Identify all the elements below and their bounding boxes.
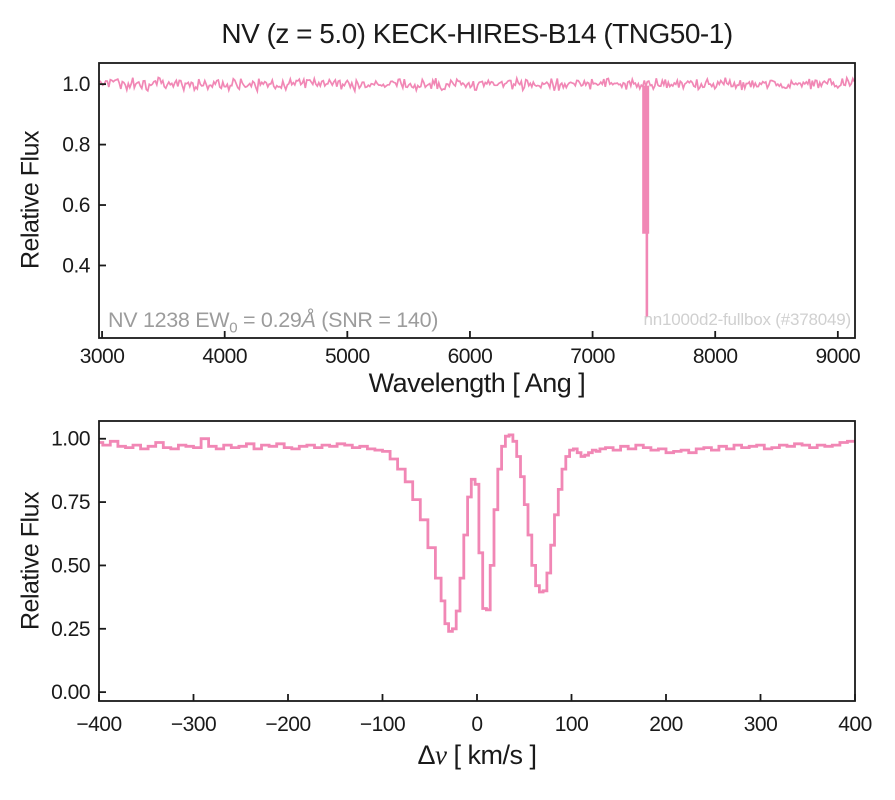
y-tick-label: 0.6 — [62, 194, 90, 217]
y-tick-label: 0.75 — [51, 491, 90, 514]
bottom-xlabel-units: [ km/s ] — [446, 740, 538, 770]
ew-annotation-subscript: 0 — [229, 319, 238, 337]
y-tick-label: 1.00 — [51, 428, 90, 451]
continuum-noise-curve — [99, 75, 856, 95]
y-tick-label: 0.50 — [51, 554, 90, 577]
y-tick-label: 0.4 — [62, 254, 91, 277]
ew-annotation-text: NV 1238 EW — [108, 308, 230, 332]
ew-annotation-value: = 0.29 — [237, 308, 302, 332]
ew-annotation: NV 1238 EW0 = 0.29Å (SNR = 140) — [108, 308, 438, 336]
x-tick-label: −100 — [360, 713, 405, 736]
x-tick-label: 200 — [649, 713, 683, 736]
x-tick-label: 100 — [555, 713, 589, 736]
x-tick-label: 6000 — [448, 345, 493, 368]
bottom-xlabel-v: v — [435, 740, 447, 770]
top-ylabel: Relative Flux — [16, 131, 45, 269]
axes-spines — [98, 62, 856, 339]
bottom-xlabel: Δv [ km/s ] — [99, 740, 855, 771]
bottom-ylabel: Relative Flux — [16, 492, 45, 630]
sightline-id-annotation: nn1000d2-fullbox (#378049) — [643, 310, 852, 329]
x-tick-label: 300 — [744, 713, 778, 736]
bottom-xlabel-delta: Δ — [417, 740, 436, 770]
top-xlabel: Wavelength [ Ang ] — [368, 368, 586, 398]
y-tick-label: 1.0 — [62, 73, 90, 96]
chart-title: NV (z = 5.0) KECK-HIRES-B14 (TNG50-1) — [221, 18, 733, 49]
top-panel-plot: 3000 4000 5000 6000 7000 8000 9000 0.4 0.6 0.8 1.0 — [62, 62, 861, 368]
x-tick-label: 7000 — [570, 345, 615, 368]
y-tick-label: 0.25 — [51, 618, 90, 641]
velocity-profile-curve — [99, 433, 855, 633]
y-tick-label: 0.8 — [62, 134, 90, 157]
bottom-panel-plot: −400 −300 −200 −100 0 100 200 300 400 0.00 0.25 0.5… — [51, 420, 872, 736]
y-tick-label: 0.00 — [51, 681, 90, 704]
axes-spines — [98, 420, 856, 702]
x-tick-label: 0 — [471, 713, 482, 736]
snr-annotation: (SNR = 140) — [315, 308, 439, 332]
x-tick-label: 9000 — [815, 345, 860, 368]
x-tick-label: 4000 — [202, 345, 247, 368]
x-tick-label: −200 — [265, 713, 310, 736]
angstrom-symbol: Å — [301, 308, 316, 332]
x-tick-label: −400 — [76, 713, 121, 736]
x-tick-label: 400 — [838, 713, 872, 736]
x-tick-label: −300 — [171, 713, 216, 736]
x-tick-label: 3000 — [80, 345, 125, 368]
x-tick-label: 5000 — [325, 345, 370, 368]
x-tick-label: 8000 — [693, 345, 738, 368]
